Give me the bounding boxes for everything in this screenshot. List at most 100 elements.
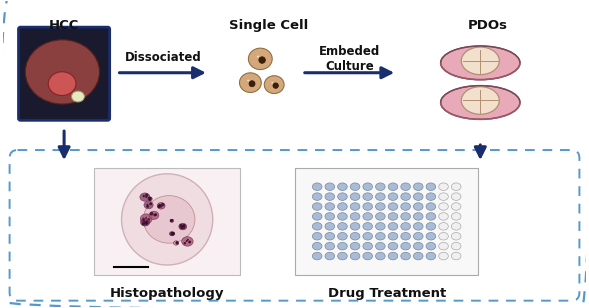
Ellipse shape (401, 213, 411, 220)
Ellipse shape (451, 193, 461, 201)
Circle shape (145, 196, 147, 198)
Ellipse shape (247, 80, 249, 81)
Text: PDOs: PDOs (468, 19, 508, 32)
Circle shape (149, 198, 151, 201)
Circle shape (147, 204, 148, 205)
Ellipse shape (376, 223, 385, 230)
Ellipse shape (451, 203, 461, 210)
Ellipse shape (337, 223, 348, 230)
Ellipse shape (439, 223, 448, 230)
Ellipse shape (174, 241, 178, 245)
Ellipse shape (143, 196, 195, 243)
Circle shape (142, 218, 145, 220)
Ellipse shape (312, 252, 322, 260)
Ellipse shape (312, 203, 322, 210)
Circle shape (146, 205, 149, 208)
Ellipse shape (337, 242, 348, 250)
Ellipse shape (170, 232, 174, 236)
Ellipse shape (413, 183, 423, 190)
Circle shape (188, 241, 191, 243)
Circle shape (154, 213, 157, 216)
Ellipse shape (148, 197, 152, 201)
Ellipse shape (439, 193, 448, 201)
Ellipse shape (461, 87, 499, 114)
Ellipse shape (325, 242, 335, 250)
Ellipse shape (426, 203, 436, 210)
Ellipse shape (325, 193, 335, 201)
Circle shape (121, 174, 213, 265)
Circle shape (171, 233, 174, 235)
Ellipse shape (401, 203, 411, 210)
Ellipse shape (170, 219, 174, 222)
Ellipse shape (363, 203, 372, 210)
Circle shape (148, 198, 151, 201)
Ellipse shape (363, 193, 372, 201)
Ellipse shape (388, 252, 398, 260)
Circle shape (147, 218, 150, 221)
Ellipse shape (141, 219, 150, 226)
Circle shape (176, 241, 178, 245)
Ellipse shape (451, 233, 461, 240)
Ellipse shape (388, 183, 398, 190)
Ellipse shape (388, 193, 398, 201)
Ellipse shape (413, 213, 423, 220)
Text: Histopathology: Histopathology (110, 287, 224, 300)
Ellipse shape (140, 193, 150, 201)
Circle shape (158, 204, 161, 207)
Ellipse shape (350, 203, 360, 210)
Ellipse shape (461, 47, 499, 75)
Ellipse shape (350, 193, 360, 201)
Circle shape (179, 224, 183, 227)
Ellipse shape (350, 233, 360, 240)
Ellipse shape (363, 252, 372, 260)
Circle shape (171, 232, 175, 235)
Ellipse shape (376, 183, 385, 190)
Ellipse shape (350, 223, 360, 230)
Ellipse shape (376, 233, 385, 240)
Ellipse shape (312, 213, 322, 220)
Ellipse shape (401, 233, 411, 240)
Ellipse shape (451, 252, 461, 260)
Ellipse shape (140, 214, 152, 224)
Ellipse shape (272, 82, 273, 83)
Circle shape (170, 220, 172, 222)
FancyBboxPatch shape (295, 168, 478, 275)
Text: Single Cell: Single Cell (229, 19, 308, 32)
Ellipse shape (401, 193, 411, 201)
Circle shape (145, 217, 147, 218)
Ellipse shape (439, 242, 448, 250)
Circle shape (176, 241, 178, 243)
Ellipse shape (350, 242, 360, 250)
Ellipse shape (426, 233, 436, 240)
Circle shape (189, 241, 191, 243)
Ellipse shape (48, 72, 76, 95)
Ellipse shape (413, 203, 423, 210)
Ellipse shape (325, 213, 335, 220)
Circle shape (182, 225, 186, 229)
Ellipse shape (350, 183, 360, 190)
Ellipse shape (451, 183, 461, 190)
Circle shape (180, 226, 183, 229)
Ellipse shape (388, 213, 398, 220)
Ellipse shape (363, 242, 372, 250)
Text: HCC: HCC (49, 19, 80, 32)
Circle shape (158, 205, 161, 208)
Ellipse shape (312, 233, 322, 240)
Text: Embeded
Culture: Embeded Culture (319, 45, 380, 73)
Ellipse shape (376, 193, 385, 201)
Circle shape (186, 240, 188, 242)
Circle shape (149, 197, 151, 199)
Ellipse shape (426, 252, 436, 260)
Circle shape (149, 202, 152, 205)
Ellipse shape (401, 242, 411, 250)
Circle shape (145, 222, 148, 225)
Ellipse shape (350, 252, 360, 260)
Ellipse shape (337, 233, 348, 240)
Ellipse shape (325, 233, 335, 240)
Ellipse shape (426, 183, 436, 190)
Circle shape (153, 214, 156, 216)
Ellipse shape (376, 213, 385, 220)
Ellipse shape (388, 223, 398, 230)
Ellipse shape (312, 242, 322, 250)
Ellipse shape (439, 183, 448, 190)
